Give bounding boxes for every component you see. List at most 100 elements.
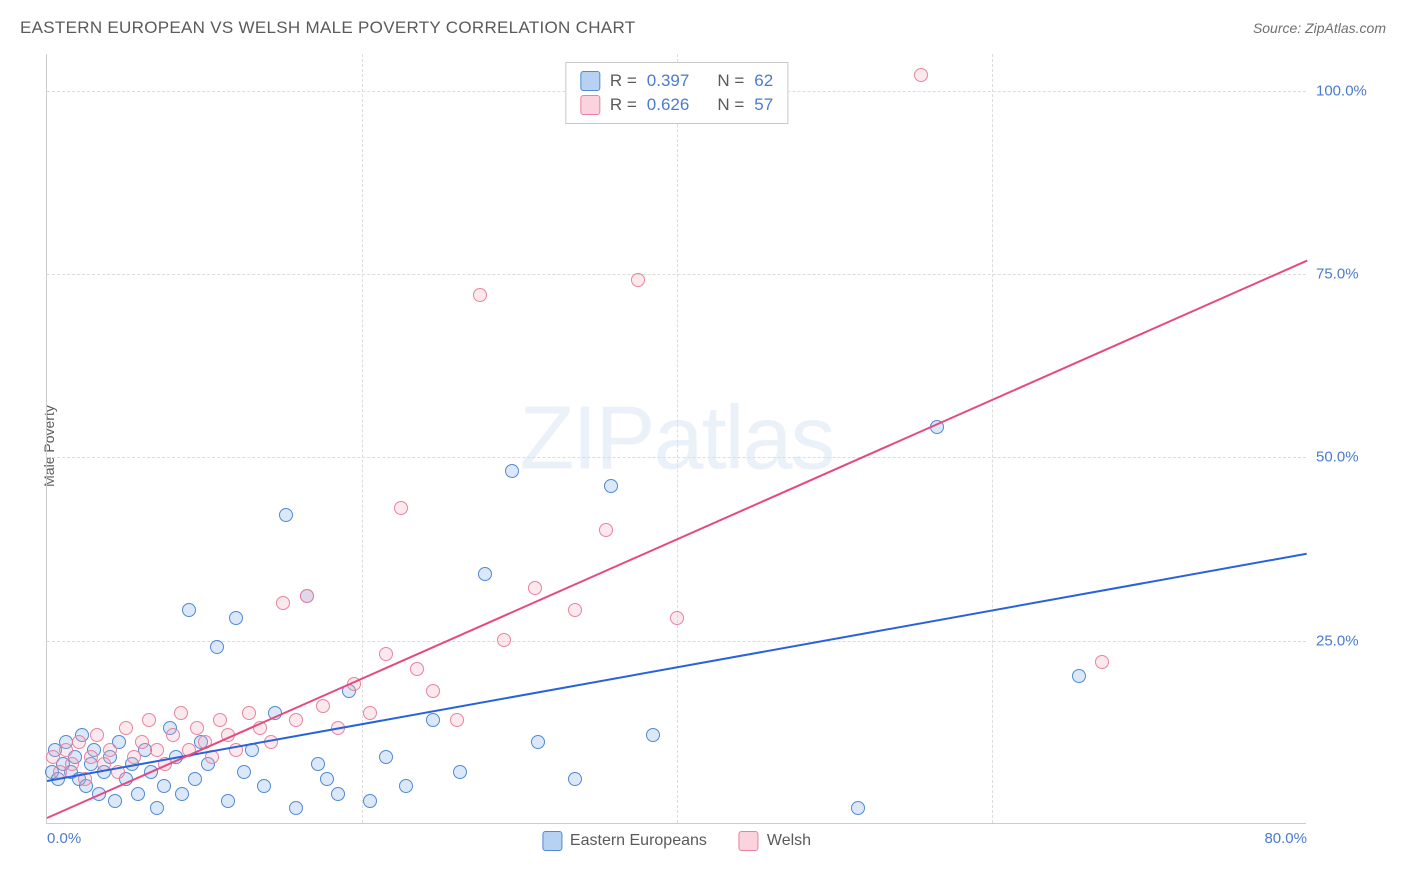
correlation-legend: R = 0.397 N = 62 R = 0.626 N = 57 — [565, 62, 788, 124]
scatter-point — [157, 779, 171, 793]
swatch-welsh — [739, 831, 759, 851]
scatter-point — [497, 633, 511, 647]
scatter-point — [394, 501, 408, 515]
scatter-point — [914, 68, 928, 82]
scatter-point — [670, 611, 684, 625]
scatter-point — [1095, 655, 1109, 669]
scatter-point — [311, 757, 325, 771]
scatter-point — [646, 728, 660, 742]
scatter-point — [1072, 669, 1086, 683]
scatter-point — [72, 735, 86, 749]
scatter-point — [257, 779, 271, 793]
gridline-v — [362, 54, 363, 823]
n-prefix: N = — [717, 95, 744, 115]
scatter-point — [531, 735, 545, 749]
n-value-eastern: 62 — [754, 71, 773, 91]
x-tick-label: 0.0% — [47, 830, 81, 847]
scatter-point — [426, 684, 440, 698]
scatter-point — [276, 596, 290, 610]
scatter-point — [320, 772, 334, 786]
gridline-v — [992, 54, 993, 823]
scatter-point — [426, 713, 440, 727]
series-legend: Eastern Europeans Welsh — [542, 831, 811, 851]
watermark-bold: ZIP — [519, 388, 653, 488]
scatter-point — [127, 750, 141, 764]
scatter-point — [410, 662, 424, 676]
scatter-point — [331, 787, 345, 801]
y-tick-label: 100.0% — [1316, 82, 1376, 99]
scatter-point — [174, 706, 188, 720]
n-value-welsh: 57 — [754, 95, 773, 115]
scatter-point — [599, 523, 613, 537]
scatter-point — [190, 721, 204, 735]
x-tick-label: 80.0% — [1264, 830, 1307, 847]
scatter-point — [505, 464, 519, 478]
scatter-point — [453, 765, 467, 779]
legend-label-welsh: Welsh — [767, 832, 811, 850]
scatter-point — [65, 757, 79, 771]
y-tick-label: 50.0% — [1316, 449, 1376, 466]
scatter-point — [166, 728, 180, 742]
scatter-point — [175, 787, 189, 801]
legend-row-welsh: R = 0.626 N = 57 — [580, 93, 773, 117]
legend-label-eastern: Eastern Europeans — [570, 832, 707, 850]
scatter-point — [210, 640, 224, 654]
plot-wrapper: ZIPatlas R = 0.397 N = 62 R = 0.626 N = … — [46, 54, 1386, 824]
scatter-point — [242, 706, 256, 720]
scatter-point — [279, 508, 293, 522]
scatter-point — [150, 743, 164, 757]
scatter-point — [150, 801, 164, 815]
scatter-point — [131, 787, 145, 801]
scatter-point — [108, 794, 122, 808]
r-value-eastern: 0.397 — [647, 71, 690, 91]
legend-item-eastern: Eastern Europeans — [542, 831, 707, 851]
swatch-eastern — [580, 71, 600, 91]
scatter-point — [59, 743, 73, 757]
scatter-point — [379, 647, 393, 661]
scatter-point — [316, 699, 330, 713]
scatter-point — [182, 603, 196, 617]
scatter-point — [289, 713, 303, 727]
scatter-point — [300, 589, 314, 603]
chart-title: EASTERN EUROPEAN VS WELSH MALE POVERTY C… — [20, 18, 635, 38]
scatter-point — [528, 581, 542, 595]
scatter-point — [213, 713, 227, 727]
r-value-welsh: 0.626 — [647, 95, 690, 115]
scatter-point — [119, 721, 133, 735]
scatter-point — [46, 750, 60, 764]
scatter-point — [221, 794, 235, 808]
scatter-point — [90, 728, 104, 742]
swatch-welsh — [580, 95, 600, 115]
scatter-point — [289, 801, 303, 815]
r-prefix: R = — [610, 71, 637, 91]
watermark-light: atlas — [653, 388, 833, 488]
scatter-point — [229, 611, 243, 625]
scatter-point — [478, 567, 492, 581]
source-label: Source: ZipAtlas.com — [1253, 20, 1386, 36]
scatter-point — [399, 779, 413, 793]
scatter-point — [237, 765, 251, 779]
legend-item-welsh: Welsh — [739, 831, 811, 851]
scatter-point — [473, 288, 487, 302]
scatter-plot: ZIPatlas R = 0.397 N = 62 R = 0.626 N = … — [46, 54, 1306, 824]
scatter-point — [379, 750, 393, 764]
scatter-point — [568, 772, 582, 786]
scatter-point — [103, 743, 117, 757]
r-prefix: R = — [610, 95, 637, 115]
scatter-point — [135, 735, 149, 749]
scatter-point — [631, 273, 645, 287]
scatter-point — [188, 772, 202, 786]
scatter-point — [363, 794, 377, 808]
swatch-eastern — [542, 831, 562, 851]
scatter-point — [450, 713, 464, 727]
scatter-point — [568, 603, 582, 617]
scatter-point — [363, 706, 377, 720]
y-tick-label: 75.0% — [1316, 266, 1376, 283]
scatter-point — [604, 479, 618, 493]
scatter-point — [142, 713, 156, 727]
legend-row-eastern: R = 0.397 N = 62 — [580, 69, 773, 93]
n-prefix: N = — [717, 71, 744, 91]
gridline-v — [677, 54, 678, 823]
scatter-point — [851, 801, 865, 815]
y-tick-label: 25.0% — [1316, 632, 1376, 649]
